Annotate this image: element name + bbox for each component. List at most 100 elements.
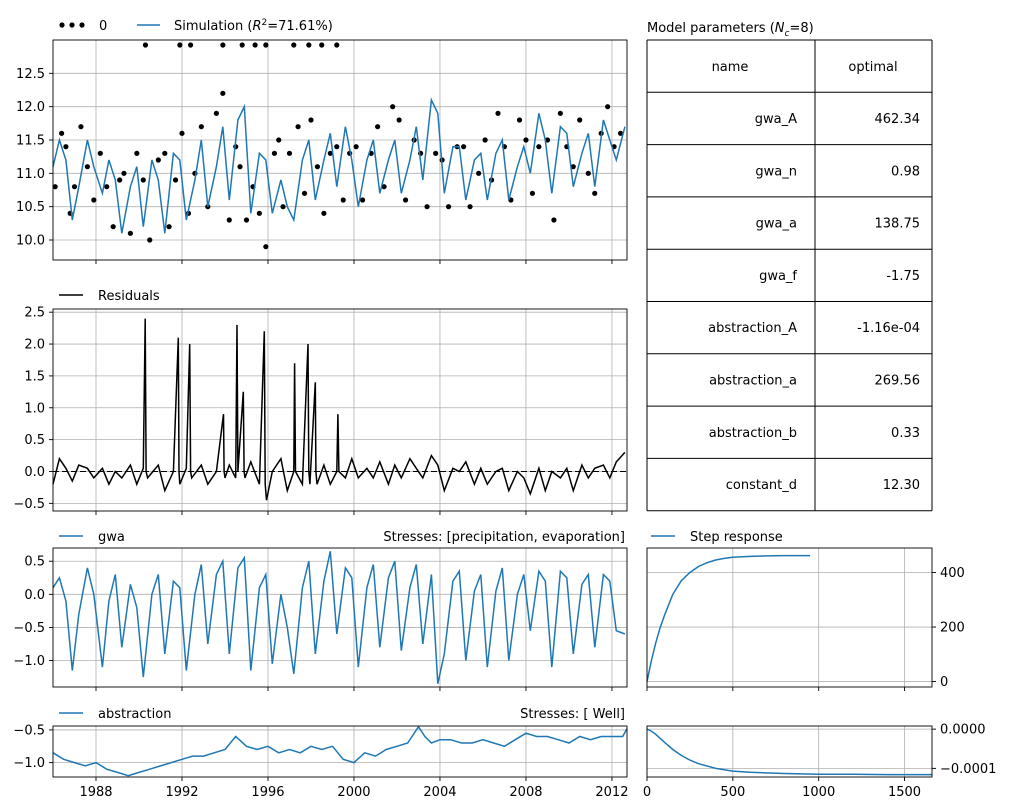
gwa-contribution-line bbox=[52, 551, 626, 684]
observation-dot bbox=[121, 170, 127, 176]
parameter-optimal-cell: 462.34 bbox=[875, 112, 921, 127]
observation-dot bbox=[617, 130, 624, 136]
y-tick-label: 200 bbox=[940, 621, 965, 636]
parameters-header-optimal: optimal bbox=[848, 60, 897, 75]
abstraction-contribution-panel: −0.5 −1.0 1988 1992 1996 2000 2004 2008 2012 ab… bbox=[13, 707, 628, 800]
observation-dot bbox=[585, 170, 591, 176]
parameter-optimal-cell: 269.56 bbox=[875, 373, 921, 388]
x-tick-label: 1992 bbox=[165, 785, 198, 800]
y-tick-label: −1.0 bbox=[13, 756, 45, 771]
residuals-panel: −0.5 0.0 0.5 1.0 1.5 2.0 2.5 Residuals bbox=[13, 289, 628, 515]
observation-dot bbox=[577, 117, 583, 123]
gwa-frame bbox=[52, 547, 628, 688]
head-fit-panel: 10.0 10.5 11.0 11.5 12.0 12.5 0 Simulation (R… bbox=[16, 18, 628, 264]
observation-dot-clipped bbox=[319, 42, 325, 48]
observation-dot bbox=[321, 210, 327, 216]
legend-simulation-label: Simulation (R2=71.61%) bbox=[174, 18, 333, 34]
legend-observed-label: 0 bbox=[99, 19, 107, 34]
observation-dot bbox=[557, 110, 563, 116]
abstraction-gridlines bbox=[53, 726, 627, 777]
observation-dot bbox=[78, 124, 84, 130]
legend-residuals-label: Residuals bbox=[98, 289, 160, 304]
observation-dot bbox=[140, 177, 146, 183]
y-tick-label: 2.0 bbox=[24, 338, 45, 353]
observation-dot bbox=[256, 210, 262, 216]
observation-dot bbox=[516, 117, 523, 123]
y-tick-label: 12.5 bbox=[16, 67, 45, 82]
head-fit-legend: 0 Simulation (R2=71.61%) bbox=[59, 18, 333, 34]
observation-dot bbox=[263, 244, 269, 250]
observation-dot-clipped bbox=[177, 42, 183, 48]
y-tick-label: 400 bbox=[940, 566, 965, 581]
x-tick-label: 1000 bbox=[802, 785, 835, 800]
observation-dot bbox=[162, 150, 168, 156]
observation-dot bbox=[243, 217, 250, 223]
observation-dot bbox=[467, 204, 473, 210]
observation-dot bbox=[340, 197, 346, 203]
head-fit-x-ticks bbox=[95, 260, 613, 264]
abstraction-legend: abstraction bbox=[59, 707, 171, 722]
observation-dot bbox=[155, 157, 161, 163]
step-gwa-y-ticks: 400 200 0 bbox=[932, 566, 965, 690]
observation-dot bbox=[314, 164, 321, 170]
parameter-name-cell: constant_d bbox=[726, 478, 797, 493]
observation-dot bbox=[271, 150, 278, 156]
observation-dot-clipped bbox=[334, 42, 340, 48]
step-response-legend: Step response bbox=[651, 530, 783, 545]
parameter-optimal-cell: -1.75 bbox=[886, 269, 920, 284]
observation-dot bbox=[280, 204, 286, 210]
abstraction-y-ticks: −0.5 −1.0 bbox=[13, 723, 53, 771]
parameter-name-cell: abstraction_A bbox=[708, 321, 797, 336]
observation-dot bbox=[359, 197, 366, 203]
observation-dot bbox=[424, 204, 430, 210]
legend-observed-dots-icon bbox=[59, 22, 85, 28]
observation-dot bbox=[63, 144, 69, 150]
parameter-name-cell: gwa_A bbox=[755, 112, 797, 127]
legend-abstraction-label: abstraction bbox=[98, 707, 171, 722]
gwa-contribution-panel: 0.5 0.0 −0.5 −1.0 gwa Stresses: [precipitat… bbox=[13, 530, 628, 691]
observation-dot-clipped bbox=[187, 42, 194, 48]
residuals-y-ticks: −0.5 0.0 0.5 1.0 1.5 2.0 2.5 bbox=[13, 306, 53, 512]
step-response-abstraction-line bbox=[646, 728, 932, 776]
parameters-table-panel: Model parameters (Nc=8) name optimal gwa… bbox=[646, 21, 933, 512]
observation-dot bbox=[295, 124, 301, 130]
head-fit-simulation-line bbox=[52, 97, 626, 234]
legend-step-response-label: Step response bbox=[690, 530, 783, 545]
observation-dot bbox=[52, 184, 58, 190]
parameter-name-cell: gwa_n bbox=[755, 164, 797, 179]
y-tick-label: 12.0 bbox=[16, 100, 45, 115]
gwa-gridlines bbox=[53, 548, 627, 687]
observation-dot bbox=[172, 177, 179, 183]
observation-dot bbox=[529, 190, 536, 196]
observation-dot bbox=[104, 184, 110, 190]
abstraction-stresses-title: Stresses: [ Well] bbox=[520, 707, 625, 722]
observation-dot bbox=[308, 117, 314, 123]
abstraction-frame bbox=[52, 725, 628, 778]
head-fit-clipped-observations bbox=[142, 42, 340, 48]
y-tick-label: 11.5 bbox=[16, 134, 45, 149]
observation-dot-clipped bbox=[263, 42, 269, 48]
observation-dot bbox=[134, 150, 140, 156]
observation-dot bbox=[58, 130, 65, 136]
y-tick-label: 10.0 bbox=[16, 234, 45, 249]
observation-dot-clipped bbox=[220, 42, 226, 48]
y-tick-label: 0.0 bbox=[24, 465, 45, 480]
observation-dot bbox=[127, 230, 133, 236]
parameters-table-rows: gwa_A 462.34 gwa_n 0.98 gwa_a 138.75 gwa_f -1.7… bbox=[708, 112, 920, 493]
step-gwa-gridlines bbox=[646, 548, 932, 687]
y-tick-label: 0.5 bbox=[24, 433, 45, 448]
parameter-name-cell: abstraction_b bbox=[709, 426, 797, 441]
gwa-y-ticks: 0.5 0.0 −0.5 −1.0 bbox=[13, 555, 53, 669]
observation-dot bbox=[461, 144, 467, 150]
y-tick-label: 10.5 bbox=[16, 200, 45, 215]
head-fit-gridlines bbox=[53, 40, 627, 260]
observation-dot bbox=[198, 124, 204, 130]
y-tick-label: 1.5 bbox=[24, 369, 45, 384]
x-tick-label: 2000 bbox=[337, 785, 370, 800]
observation-dot bbox=[213, 110, 219, 116]
x-tick-label: 2004 bbox=[423, 785, 456, 800]
observation-dot bbox=[592, 190, 598, 196]
y-tick-label: 2.5 bbox=[24, 306, 45, 321]
observation-dot-clipped bbox=[239, 42, 245, 48]
gwa-legend: gwa bbox=[59, 530, 125, 545]
